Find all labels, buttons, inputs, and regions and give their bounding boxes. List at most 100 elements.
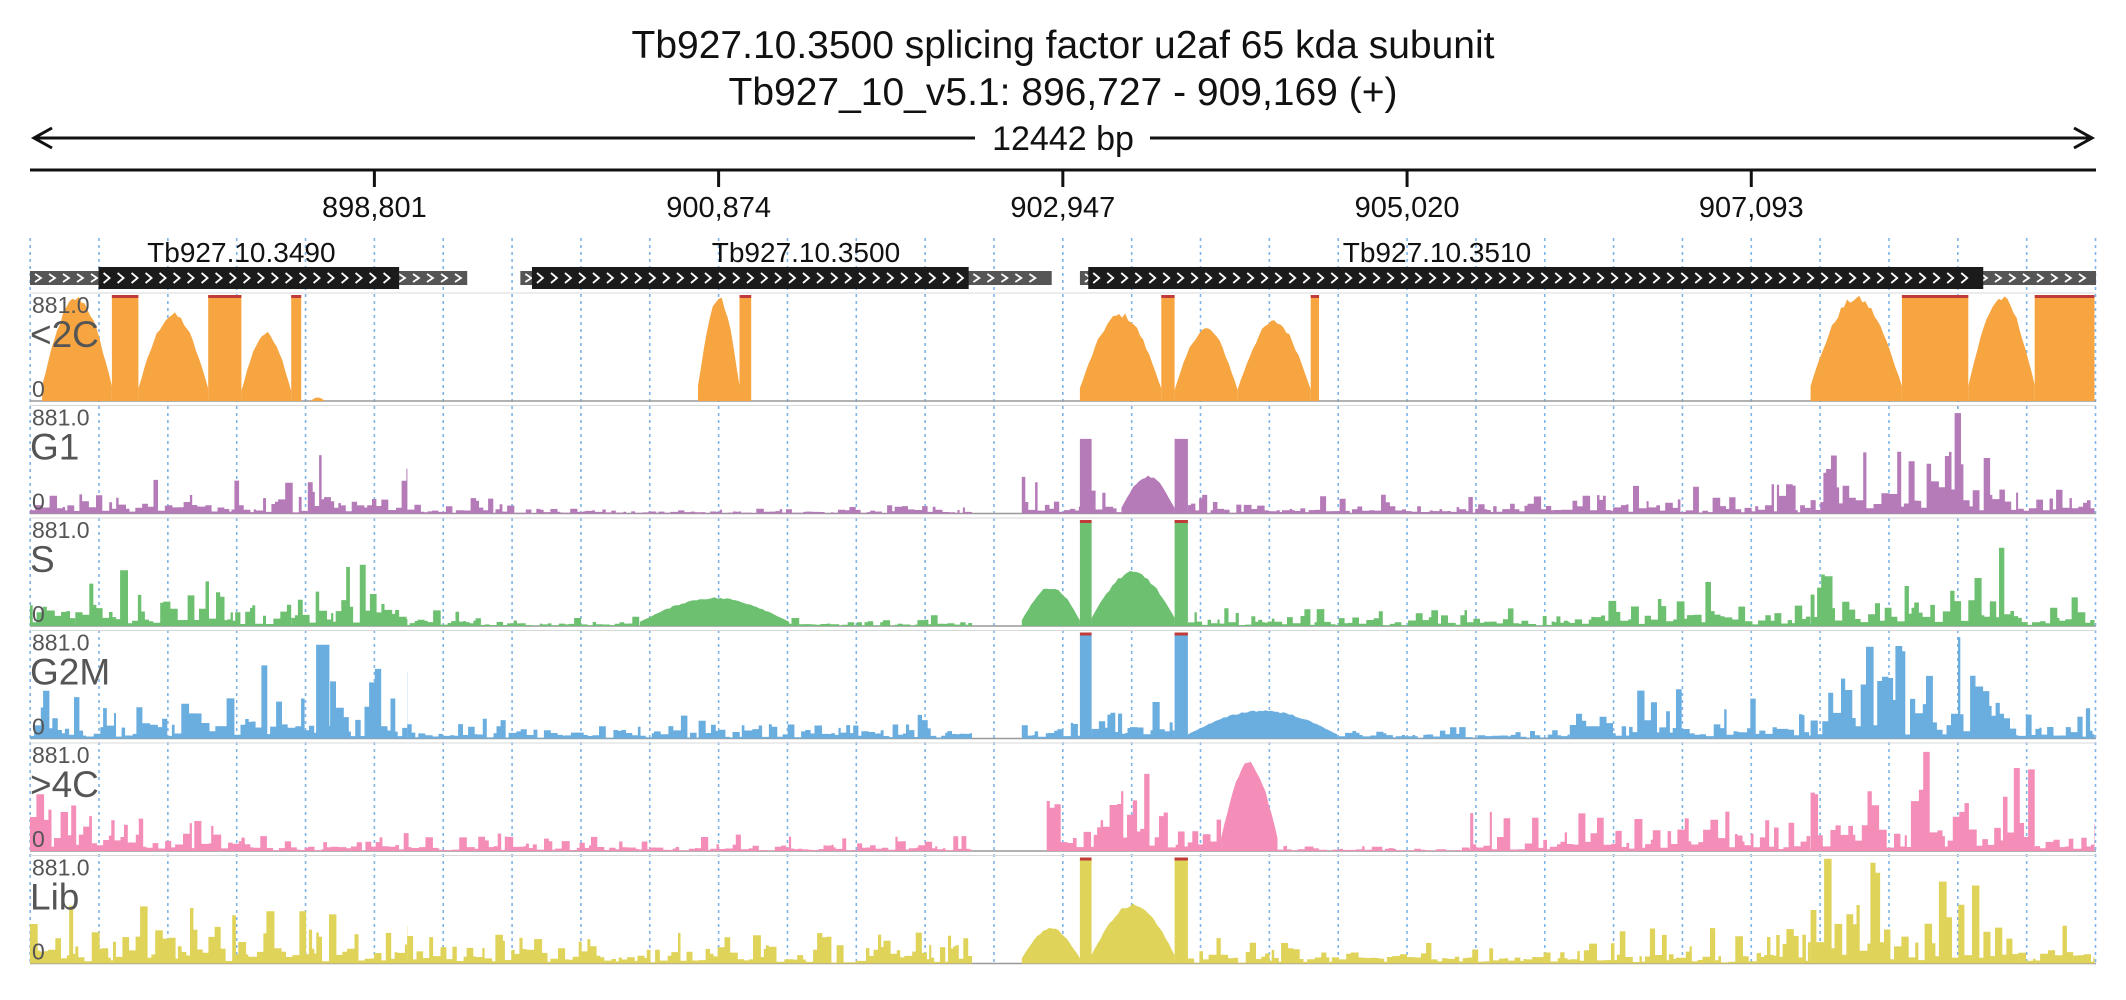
coverage-area: [1091, 571, 1175, 626]
track-ymax-label: 881.0: [32, 742, 90, 768]
track-ymax-label: 881.0: [32, 405, 90, 431]
coverage-area: [30, 690, 126, 739]
gene-label: Tb927.10.3500: [712, 237, 900, 268]
strand-chevron: [1960, 272, 1969, 284]
strand-chevron: [1694, 272, 1703, 284]
gene-label: Tb927.10.3510: [1343, 237, 1531, 268]
strand-chevron: [1028, 273, 1037, 283]
coverage-area: [407, 932, 972, 964]
track-name-label: G2M: [30, 652, 110, 693]
strand-chevron: [1568, 272, 1577, 284]
coverage-area: [1901, 295, 1969, 401]
strand-chevron: [131, 272, 139, 284]
track-4C: [30, 742, 2096, 852]
coverage-area: [1079, 438, 1092, 514]
gene-cds: [1088, 267, 1984, 289]
strand-chevron: [90, 273, 99, 283]
coverage-area: [1187, 710, 1338, 739]
strand-chevron: [1904, 272, 1913, 284]
strand-chevron: [454, 273, 463, 283]
cds-chevrons: [1092, 272, 1969, 284]
strand-chevron: [536, 272, 545, 284]
chart-subtitle: Tb927_10_v5.1: 896,727 - 909,169 (+): [728, 71, 1398, 114]
strand-chevron: [2008, 273, 2017, 283]
axis-tick-label: 900,874: [666, 192, 771, 224]
strand-chevron: [440, 273, 449, 283]
strand-chevron: [1596, 272, 1605, 284]
strand-chevron: [412, 273, 421, 283]
coverage-area: [698, 297, 740, 401]
strand-chevron: [117, 272, 125, 284]
strand-chevron: [928, 272, 937, 284]
coverage-area: [75, 906, 408, 964]
track-name-label: Lib: [30, 877, 79, 918]
strand-chevron: [285, 272, 293, 284]
strand-chevron: [1484, 272, 1493, 284]
coverage-area: [311, 397, 325, 401]
strand-chevron: [1764, 272, 1773, 284]
coverage-area: [307, 455, 408, 514]
coverage-area: [2018, 925, 2095, 964]
track-G2M: [30, 630, 2096, 740]
strand-chevron: [1834, 272, 1843, 284]
strand-chevron: [592, 272, 601, 284]
strand-chevron: [676, 272, 685, 284]
gene-cds: [531, 267, 969, 289]
strand-chevron: [732, 272, 741, 284]
strand-chevron: [1750, 272, 1759, 284]
track-2C: [30, 292, 2096, 402]
strand-chevron: [956, 272, 965, 284]
strand-chevron: [858, 272, 867, 284]
coverage-area: [1091, 903, 1175, 964]
strand-chevron: [76, 273, 85, 283]
coverage-area: [1174, 438, 1188, 514]
strand-chevron: [62, 273, 71, 283]
strand-chevron: [1722, 272, 1731, 284]
strand-chevron: [1666, 272, 1675, 284]
strand-chevron: [648, 272, 657, 284]
strand-chevron: [524, 273, 533, 283]
strand-chevron: [1162, 272, 1171, 284]
coverage-area: [739, 295, 752, 401]
track-ymax-label: 881.0: [32, 292, 90, 318]
strand-chevron: [564, 272, 573, 284]
coverage-area: [1174, 632, 1188, 739]
strand-chevron: [1820, 272, 1829, 284]
strand-chevron: [1498, 272, 1507, 284]
coverage-area: [2018, 489, 2095, 514]
strand-chevron: [634, 272, 643, 284]
strand-chevron: [746, 272, 755, 284]
strand-chevron: [1246, 272, 1255, 284]
coverage-area: [2034, 295, 2095, 401]
strand-chevron: [620, 272, 629, 284]
track-name-label: >4C: [30, 764, 99, 805]
strand-chevron: [257, 272, 265, 284]
coverage-area: [1569, 928, 1811, 964]
strand-chevron: [1890, 272, 1899, 284]
strand-chevron: [942, 272, 951, 284]
clipped-marker: [291, 295, 302, 298]
strand-chevron: [103, 272, 111, 284]
strand-chevron: [1708, 272, 1717, 284]
coverage-area: [1187, 494, 1554, 514]
strand-chevron: [1316, 272, 1325, 284]
strand-chevron: [1414, 272, 1423, 284]
strand-chevron: [1428, 272, 1437, 284]
strand-chevron: [243, 272, 251, 284]
coverage-area: [1569, 689, 1811, 739]
strand-chevron: [173, 272, 181, 284]
strand-chevron: [2064, 273, 2073, 283]
coverage-area: [1174, 328, 1238, 401]
strand-chevron: [1792, 272, 1801, 284]
clipped-marker: [1079, 857, 1092, 861]
clipped-marker: [739, 295, 752, 298]
coverage-area: [1810, 295, 1902, 401]
coverage-area: [1277, 846, 1471, 851]
track-name-label: <2C: [30, 314, 99, 355]
strand-chevron: [1190, 272, 1199, 284]
coverage-area: [407, 610, 508, 626]
strand-chevron: [1512, 272, 1521, 284]
strand-chevron: [313, 272, 321, 284]
grid-lines: [29, 238, 2097, 965]
coverage-area: [2018, 708, 2095, 739]
